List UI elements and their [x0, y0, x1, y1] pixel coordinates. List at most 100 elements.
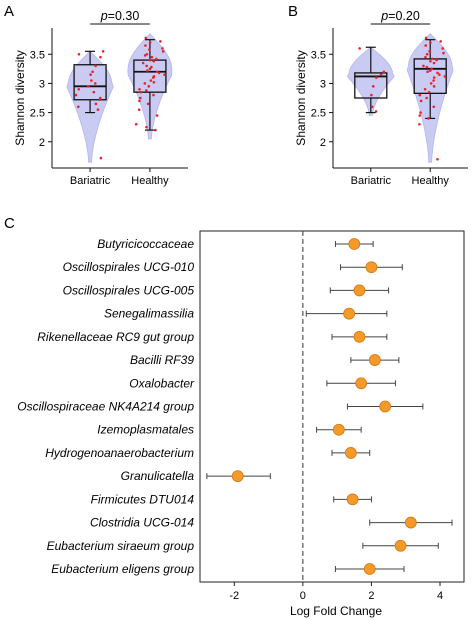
taxon-label: Izemoplasmatales: [97, 423, 194, 437]
data-point: [382, 70, 386, 74]
panel-label-a: A: [4, 3, 14, 20]
data-point: [439, 40, 442, 43]
p-value-label: p=0.30: [100, 9, 140, 23]
data-point: [145, 64, 148, 68]
panel-label-b: B: [288, 3, 298, 20]
data-point: [151, 76, 155, 79]
data-point: [423, 87, 427, 91]
data-point: [441, 47, 445, 50]
taxon-label: Butyricicoccaceae: [97, 237, 194, 251]
data-point: [157, 71, 161, 75]
x-tick-label: 4: [437, 590, 443, 602]
data-point: [152, 59, 156, 63]
p-symbol: p: [100, 9, 108, 23]
data-point: [430, 57, 434, 61]
data-point: [358, 47, 361, 50]
data-point: [77, 87, 81, 91]
estimate-point: [368, 354, 381, 366]
box-bariatric: [73, 64, 107, 101]
data-point: [92, 90, 96, 94]
violin-bariatric: [346, 46, 395, 116]
y-tick-label: 3: [39, 78, 45, 90]
data-point: [91, 70, 94, 74]
taxon-label: Granulicatella: [121, 469, 195, 483]
data-point: [432, 79, 435, 82]
data-point: [425, 65, 429, 69]
data-point: [161, 50, 165, 53]
data-point: [155, 70, 159, 74]
y-tick-label: 2: [39, 137, 45, 149]
data-point: [89, 73, 92, 76]
estimate-point: [365, 261, 378, 274]
data-point: [94, 102, 98, 106]
data-point: [143, 82, 147, 85]
data-point: [432, 85, 436, 88]
x-axis-label: Log Fold Change: [290, 604, 382, 618]
data-point: [77, 52, 81, 56]
data-point: [429, 82, 433, 85]
data-point: [138, 87, 141, 91]
data-point: [148, 41, 152, 44]
taxon-label: Senegalimassilia: [104, 307, 194, 321]
data-point: [77, 105, 80, 109]
data-point: [93, 82, 97, 85]
data-point: [138, 99, 141, 103]
box-bariatric: [354, 72, 388, 99]
data-point: [371, 85, 375, 88]
estimate-point: [363, 563, 376, 575]
data-point: [427, 117, 430, 120]
taxon-label: Bacilli RF39: [130, 353, 194, 367]
data-point: [96, 108, 100, 111]
data-point: [139, 90, 143, 94]
y-tick-label: 3.5: [311, 49, 326, 61]
x-tick-label: -2: [229, 590, 239, 602]
data-point: [163, 73, 166, 76]
taxon-label: Rikenellaceae RC9 gut group: [37, 330, 194, 344]
estimate-point: [231, 470, 244, 483]
data-point: [432, 61, 436, 65]
estimate-point: [332, 423, 345, 436]
estimate-point: [379, 400, 392, 413]
x-tick-label: Healthy: [412, 175, 450, 187]
data-point: [422, 64, 425, 68]
estimate-point: [355, 377, 368, 390]
data-point: [424, 55, 427, 59]
data-point: [152, 80, 156, 84]
data-point: [427, 90, 431, 94]
data-point: [99, 55, 102, 59]
estimate-point: [394, 539, 407, 552]
data-point: [379, 73, 383, 76]
data-point: [150, 55, 154, 59]
plot-frame: [199, 230, 465, 583]
taxon-label: Hydrogenoanaerobacterium: [45, 446, 194, 460]
data-point: [374, 110, 378, 113]
data-point: [99, 98, 102, 102]
data-point: [418, 114, 422, 117]
data-point: [426, 70, 429, 74]
x-tick-label: 0: [300, 590, 306, 602]
data-point: [146, 102, 150, 106]
taxon-label: Eubacterium eligens group: [51, 562, 194, 576]
taxon-label: Oscillospirales UCG-005: [63, 283, 195, 297]
y-tick-label: 2.5: [30, 108, 45, 120]
box-healthy: [413, 58, 447, 94]
data-point: [144, 36, 148, 40]
data-point: [161, 47, 164, 50]
data-point: [436, 157, 439, 161]
p-symbol: p: [380, 9, 388, 23]
data-point: [145, 125, 148, 129]
data-point: [443, 75, 447, 78]
x-tick-label: 2: [368, 590, 374, 602]
y-tick-label: 2: [320, 137, 326, 149]
data-point: [428, 50, 431, 53]
x-tick-label: Healthy: [131, 175, 169, 187]
estimate-point: [348, 238, 361, 250]
data-point: [370, 93, 373, 97]
taxon-label: Oscillospirales UCG-010: [63, 260, 195, 274]
p-value: =0.30: [108, 9, 140, 23]
y-tick-label: 2.5: [311, 108, 326, 120]
data-point: [442, 51, 445, 55]
data-point: [159, 40, 162, 43]
data-point: [428, 69, 432, 72]
